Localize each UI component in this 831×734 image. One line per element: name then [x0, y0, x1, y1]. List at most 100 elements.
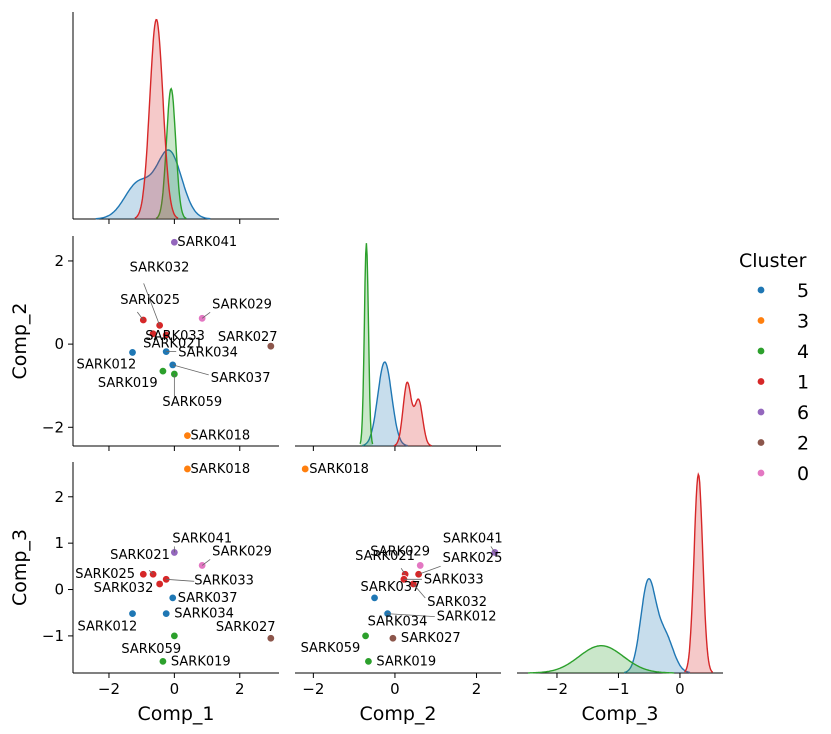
legend-label-2: 2 [797, 433, 809, 455]
kde-line-cluster-5 [362, 361, 408, 447]
y-tick-label: −2 [42, 418, 64, 436]
point-annotation: SARK018 [190, 429, 250, 444]
x-tick-label: −2 [302, 680, 324, 698]
point-annotation: SARK034 [368, 615, 428, 630]
scatter-point-SARK059 [170, 631, 179, 641]
legend-label-6: 6 [797, 402, 809, 424]
point-annotation: SARK018 [190, 462, 250, 477]
x-tick-label: −2 [98, 680, 120, 698]
legend-label-4: 4 [797, 341, 809, 363]
legend-marker-3 [756, 316, 766, 325]
scatter-point-SARK027 [388, 634, 398, 643]
point-annotation: SARK034 [178, 346, 238, 361]
y-tick-label: 0 [54, 335, 64, 353]
point-annotation: SARK021 [143, 337, 203, 352]
annotation-leader [412, 583, 426, 599]
legend-title: Cluster [739, 250, 807, 272]
scatter-point-SARK019 [158, 366, 168, 376]
point-annotation: SARK059 [301, 641, 361, 656]
y-tick-label: −1 [42, 627, 64, 645]
x-tick-label: 2 [235, 680, 245, 698]
annotation-leader [201, 559, 211, 566]
x-tick-label: 0 [170, 680, 180, 698]
scatter-point-SARK037 [370, 593, 379, 603]
kde-fill-cluster-5 [95, 150, 211, 219]
scatter-point-SARK027 [266, 634, 276, 643]
scatter-point-SARK018 [183, 431, 192, 440]
kde-line-cluster-4 [359, 243, 374, 445]
point-annotation: SARK025 [75, 567, 135, 582]
scatter-point-SARK037 [168, 593, 177, 603]
x-axis-label: Comp_1 [137, 703, 214, 725]
annotation-leader [386, 613, 435, 618]
legend-label-3: 3 [797, 311, 809, 333]
legend-marker-5 [756, 285, 766, 295]
scatter-point-SARK012 [128, 609, 137, 618]
y-axis-label: Comp_2 [9, 302, 31, 379]
point-annotation: SARK032 [94, 581, 154, 596]
annotation-leader [490, 546, 496, 553]
point-annotation: SARK037 [178, 591, 238, 606]
legend-marker-1 [756, 377, 766, 386]
panels-layer: −2 0 2 −2 0 2 −2 −1 0 −2 0 2 −1 0 1 2 Comp_1 Comp_2 Comp_3… [9, 12, 723, 725]
point-annotation: SARK027 [216, 620, 276, 635]
scatter-point-SARK059 [361, 631, 370, 641]
legend-label-1: 1 [797, 372, 809, 394]
annotation-leader [400, 568, 406, 575]
point-annotation: SARK027 [401, 631, 461, 646]
kde-line-cluster-5 [624, 577, 691, 674]
kde-line-cluster-4 [528, 645, 675, 674]
point-annotation: SARK037 [211, 371, 271, 386]
kde-line-cluster-1 [684, 472, 714, 673]
y-tick-label: 2 [54, 252, 64, 270]
kde-line-cluster-1 [393, 381, 432, 447]
legend-label-5: 5 [797, 280, 809, 302]
point-annotation: SARK041 [443, 531, 503, 546]
point-annotation: SARK041 [177, 235, 237, 250]
legend-label-0: 0 [797, 463, 809, 485]
kde-line-cluster-1 [134, 18, 179, 219]
point-annotation: SARK012 [77, 357, 137, 372]
kde-line-cluster-4 [155, 87, 187, 220]
y-tick-label: 2 [54, 488, 64, 506]
annotation-leader [418, 565, 441, 575]
point-annotation: SARK033 [424, 572, 484, 587]
scatter-point-SARK029 [197, 314, 207, 323]
point-annotation: SARK059 [121, 642, 181, 657]
x-axis-label: Comp_2 [359, 703, 436, 725]
annotation-leader [136, 311, 144, 321]
point-annotation: SARK059 [162, 395, 222, 410]
kde-fill-cluster-5 [624, 578, 690, 673]
x-tick-label: 2 [472, 680, 482, 698]
legend-marker-4 [756, 346, 766, 356]
annotation-leader [143, 283, 161, 326]
point-annotation: SARK019 [376, 654, 436, 669]
y-axis-label: Comp_3 [9, 529, 31, 606]
point-annotation: SARK032 [130, 260, 190, 275]
kde-line-cluster-5 [95, 149, 211, 220]
kde-fill-cluster-1 [684, 474, 713, 673]
legend-marker-0 [756, 468, 766, 478]
x-axis-label: Comp_3 [581, 703, 658, 725]
point-annotation: SARK012 [78, 620, 138, 635]
point-annotation: SARK019 [98, 376, 158, 391]
scatter-point-SARK018 [300, 464, 310, 474]
scatter-point-SARK019 [158, 657, 168, 666]
point-annotation: SARK029 [212, 297, 272, 312]
point-annotation: SARK021 [110, 548, 170, 563]
point-annotation: SARK018 [309, 462, 369, 477]
kde-fill-cluster-1 [393, 382, 432, 446]
scatter-point-SARK018 [183, 464, 192, 474]
point-annotation: SARK029 [212, 544, 272, 559]
scatter-point-SARK029 [416, 561, 425, 570]
annotation-leader [201, 312, 211, 319]
scatter-point-SARK012 [128, 348, 137, 357]
scatter-point-SARK019 [364, 657, 373, 666]
point-annotation: SARK032 [427, 595, 487, 610]
point-annotation: SARK041 [172, 531, 232, 546]
annotation-leader [148, 569, 154, 575]
point-annotation: SARK019 [171, 654, 231, 669]
legend-marker-6 [756, 407, 766, 417]
point-annotation: SARK027 [218, 330, 278, 345]
